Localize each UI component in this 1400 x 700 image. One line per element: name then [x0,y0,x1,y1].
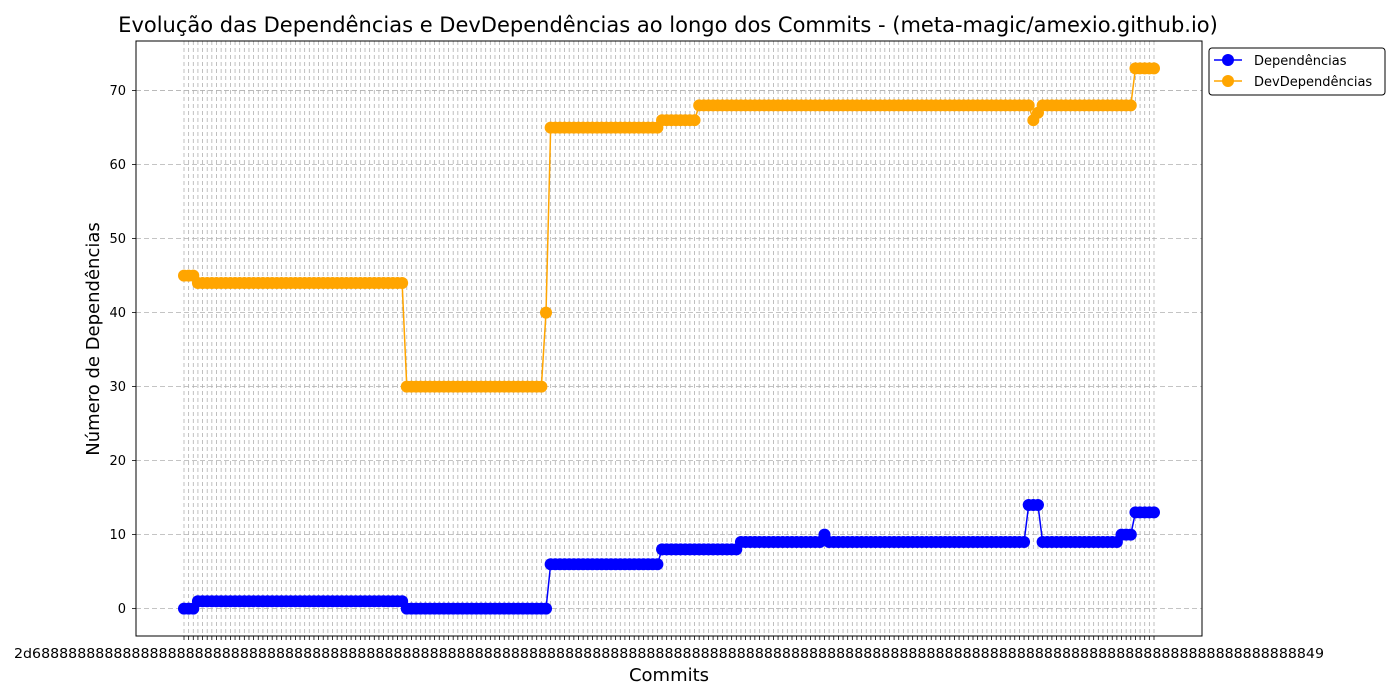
legend-label-devdependencias: DevDependências [1254,75,1372,90]
legend: Dependências DevDependências [1208,47,1386,96]
legend-marker-devdependencias [1222,75,1234,87]
legend-label-dependencias: Dependências [1254,54,1347,69]
y-tick-label: 20 [109,454,126,469]
y-tick-label: 70 [109,84,126,99]
legend-frame [1208,47,1386,96]
x-tick-labels: 2d68888888888888888888888888888888888888… [14,647,1324,662]
data-point-devdependencias [535,380,548,393]
y-tick-label: 50 [109,232,126,247]
y-tick-label: 30 [109,380,126,395]
data-point-dependencias [540,602,553,615]
y-tick-label: 0 [118,602,126,617]
series-devdependencias [178,62,1160,393]
y-tick-label: 60 [109,158,126,173]
chart-title: Evolução das Dependências e DevDependênc… [118,13,1218,37]
x-axis-label: Commits [629,665,709,686]
data-point-devdependencias [540,306,553,319]
series-layer [178,62,1160,615]
y-tick-label: 10 [109,528,126,543]
series-line-dependencias [184,504,1154,610]
series-dependencias [178,499,1160,615]
data-point-devdependencias [688,114,701,127]
vertical-grid [183,41,1155,636]
data-point-dependencias [1031,499,1044,512]
data-point-dependencias [1148,506,1160,519]
x-axis-ticks: 2d68888888888888888888888888888888888888… [14,636,1324,662]
data-point-devdependencias [396,277,409,289]
data-point-devdependencias [1022,99,1035,112]
data-point-dependencias [1018,536,1031,549]
horizontal-grid [136,90,1202,610]
y-axis-label: Número de Dependências [83,222,104,456]
y-axis-ticks: 0 10 20 30 40 50 60 70 [109,84,136,617]
data-point-dependencias [1124,528,1137,541]
legend-marker-dependencias [1222,54,1234,66]
plot-area-frame [135,40,1203,637]
data-point-devdependencias [1148,62,1160,75]
data-point-dependencias [651,558,664,571]
y-tick-label: 40 [109,306,126,321]
data-point-devdependencias [1124,99,1137,112]
